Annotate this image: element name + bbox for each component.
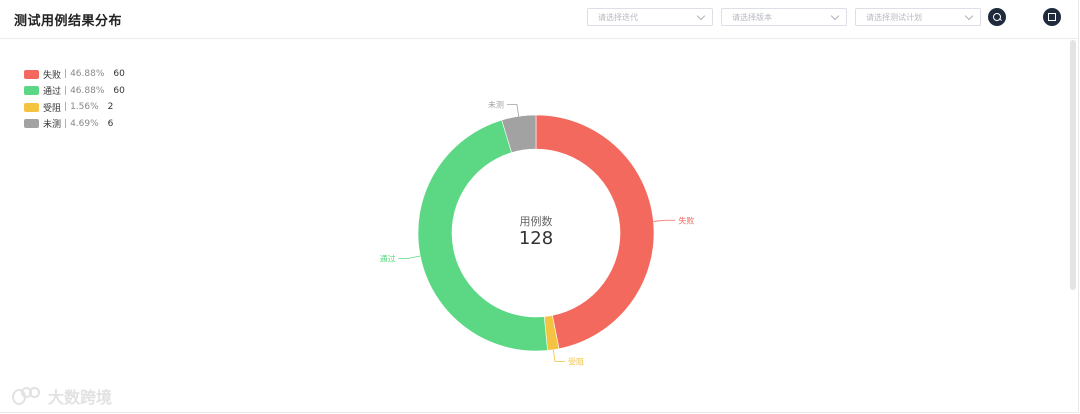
legend-item[interactable]: 未测 | 4.69% 6 (24, 116, 125, 132)
label-line-1 (653, 219, 676, 222)
center-label: 用例数 (520, 214, 553, 228)
legend-percent: 46.88% (70, 85, 105, 96)
watermark-text: 大数跨境 (48, 388, 113, 407)
slice-label-3: 通过 (379, 253, 395, 263)
slice-label-2: 受阻 (568, 357, 584, 367)
test-plan-select-placeholder: 请选择测试计划 (866, 13, 922, 22)
legend-name: 受阻 (43, 103, 62, 114)
chart-legend: 失败 | 46.88% 60 通过 | 46.88% 60 受阻 | 1.56% 2 未测 | 4.69% 6 (24, 66, 125, 132)
version-select-placeholder: 请选择版本 (732, 13, 772, 22)
legend-count: 60 (113, 85, 125, 96)
slice-label-1: 失败 (678, 215, 694, 225)
legend-separator: | (64, 85, 68, 96)
iteration-select[interactable]: 请选择迭代 (587, 8, 713, 26)
search-icon (993, 13, 1001, 21)
legend-item[interactable]: 受阻 | 1.56% 2 (24, 99, 125, 115)
legend-name: 通过 (43, 87, 62, 98)
watermark-logo-icon (12, 387, 40, 405)
search-button[interactable] (988, 8, 1006, 26)
version-select[interactable]: 请选择版本 (721, 8, 847, 26)
legend-percent: 1.56% (70, 102, 99, 113)
page-title: 测试用例结果分布 (14, 14, 123, 29)
legend-name: 未测 (43, 120, 62, 131)
panel-header: 测试用例结果分布 请选择迭代 请选择版本 请选择测试计划 (0, 0, 1078, 39)
pie-slice-1[interactable] (535, 114, 655, 350)
test-plan-select[interactable]: 请选择测试计划 (855, 8, 981, 26)
fullscreen-button[interactable] (1043, 8, 1061, 26)
legend-count: 2 (107, 102, 114, 113)
watermark: 大数跨境 (12, 384, 112, 408)
pie-slice-4[interactable] (501, 114, 537, 153)
scrollbar[interactable] (1070, 40, 1076, 290)
legend-name: 失败 (43, 70, 62, 81)
pie-slice-3[interactable] (417, 119, 548, 352)
legend-separator: | (64, 102, 68, 113)
legend-count: 6 (107, 118, 114, 129)
label-line-4 (506, 104, 520, 117)
iteration-select-placeholder: 请选择迭代 (598, 13, 638, 22)
legend-swatch (24, 86, 39, 96)
legend-separator: | (64, 69, 68, 79)
legend-swatch (24, 69, 39, 79)
label-line-3 (398, 255, 421, 259)
legend-percent: 4.69% (70, 118, 99, 129)
legend-percent: 46.88% (70, 69, 105, 79)
legend-swatch (24, 102, 39, 112)
legend-item[interactable]: 通过 | 46.88% 60 (24, 83, 125, 99)
legend-separator: | (64, 118, 68, 129)
slice-label-4: 未测 (488, 99, 504, 109)
legend-count: 60 (113, 69, 125, 79)
label-line-2 (552, 349, 566, 362)
center-value: 128 (519, 228, 553, 249)
legend-item[interactable]: 失败 | 46.88% 60 (24, 66, 125, 82)
legend-swatch (24, 119, 39, 129)
